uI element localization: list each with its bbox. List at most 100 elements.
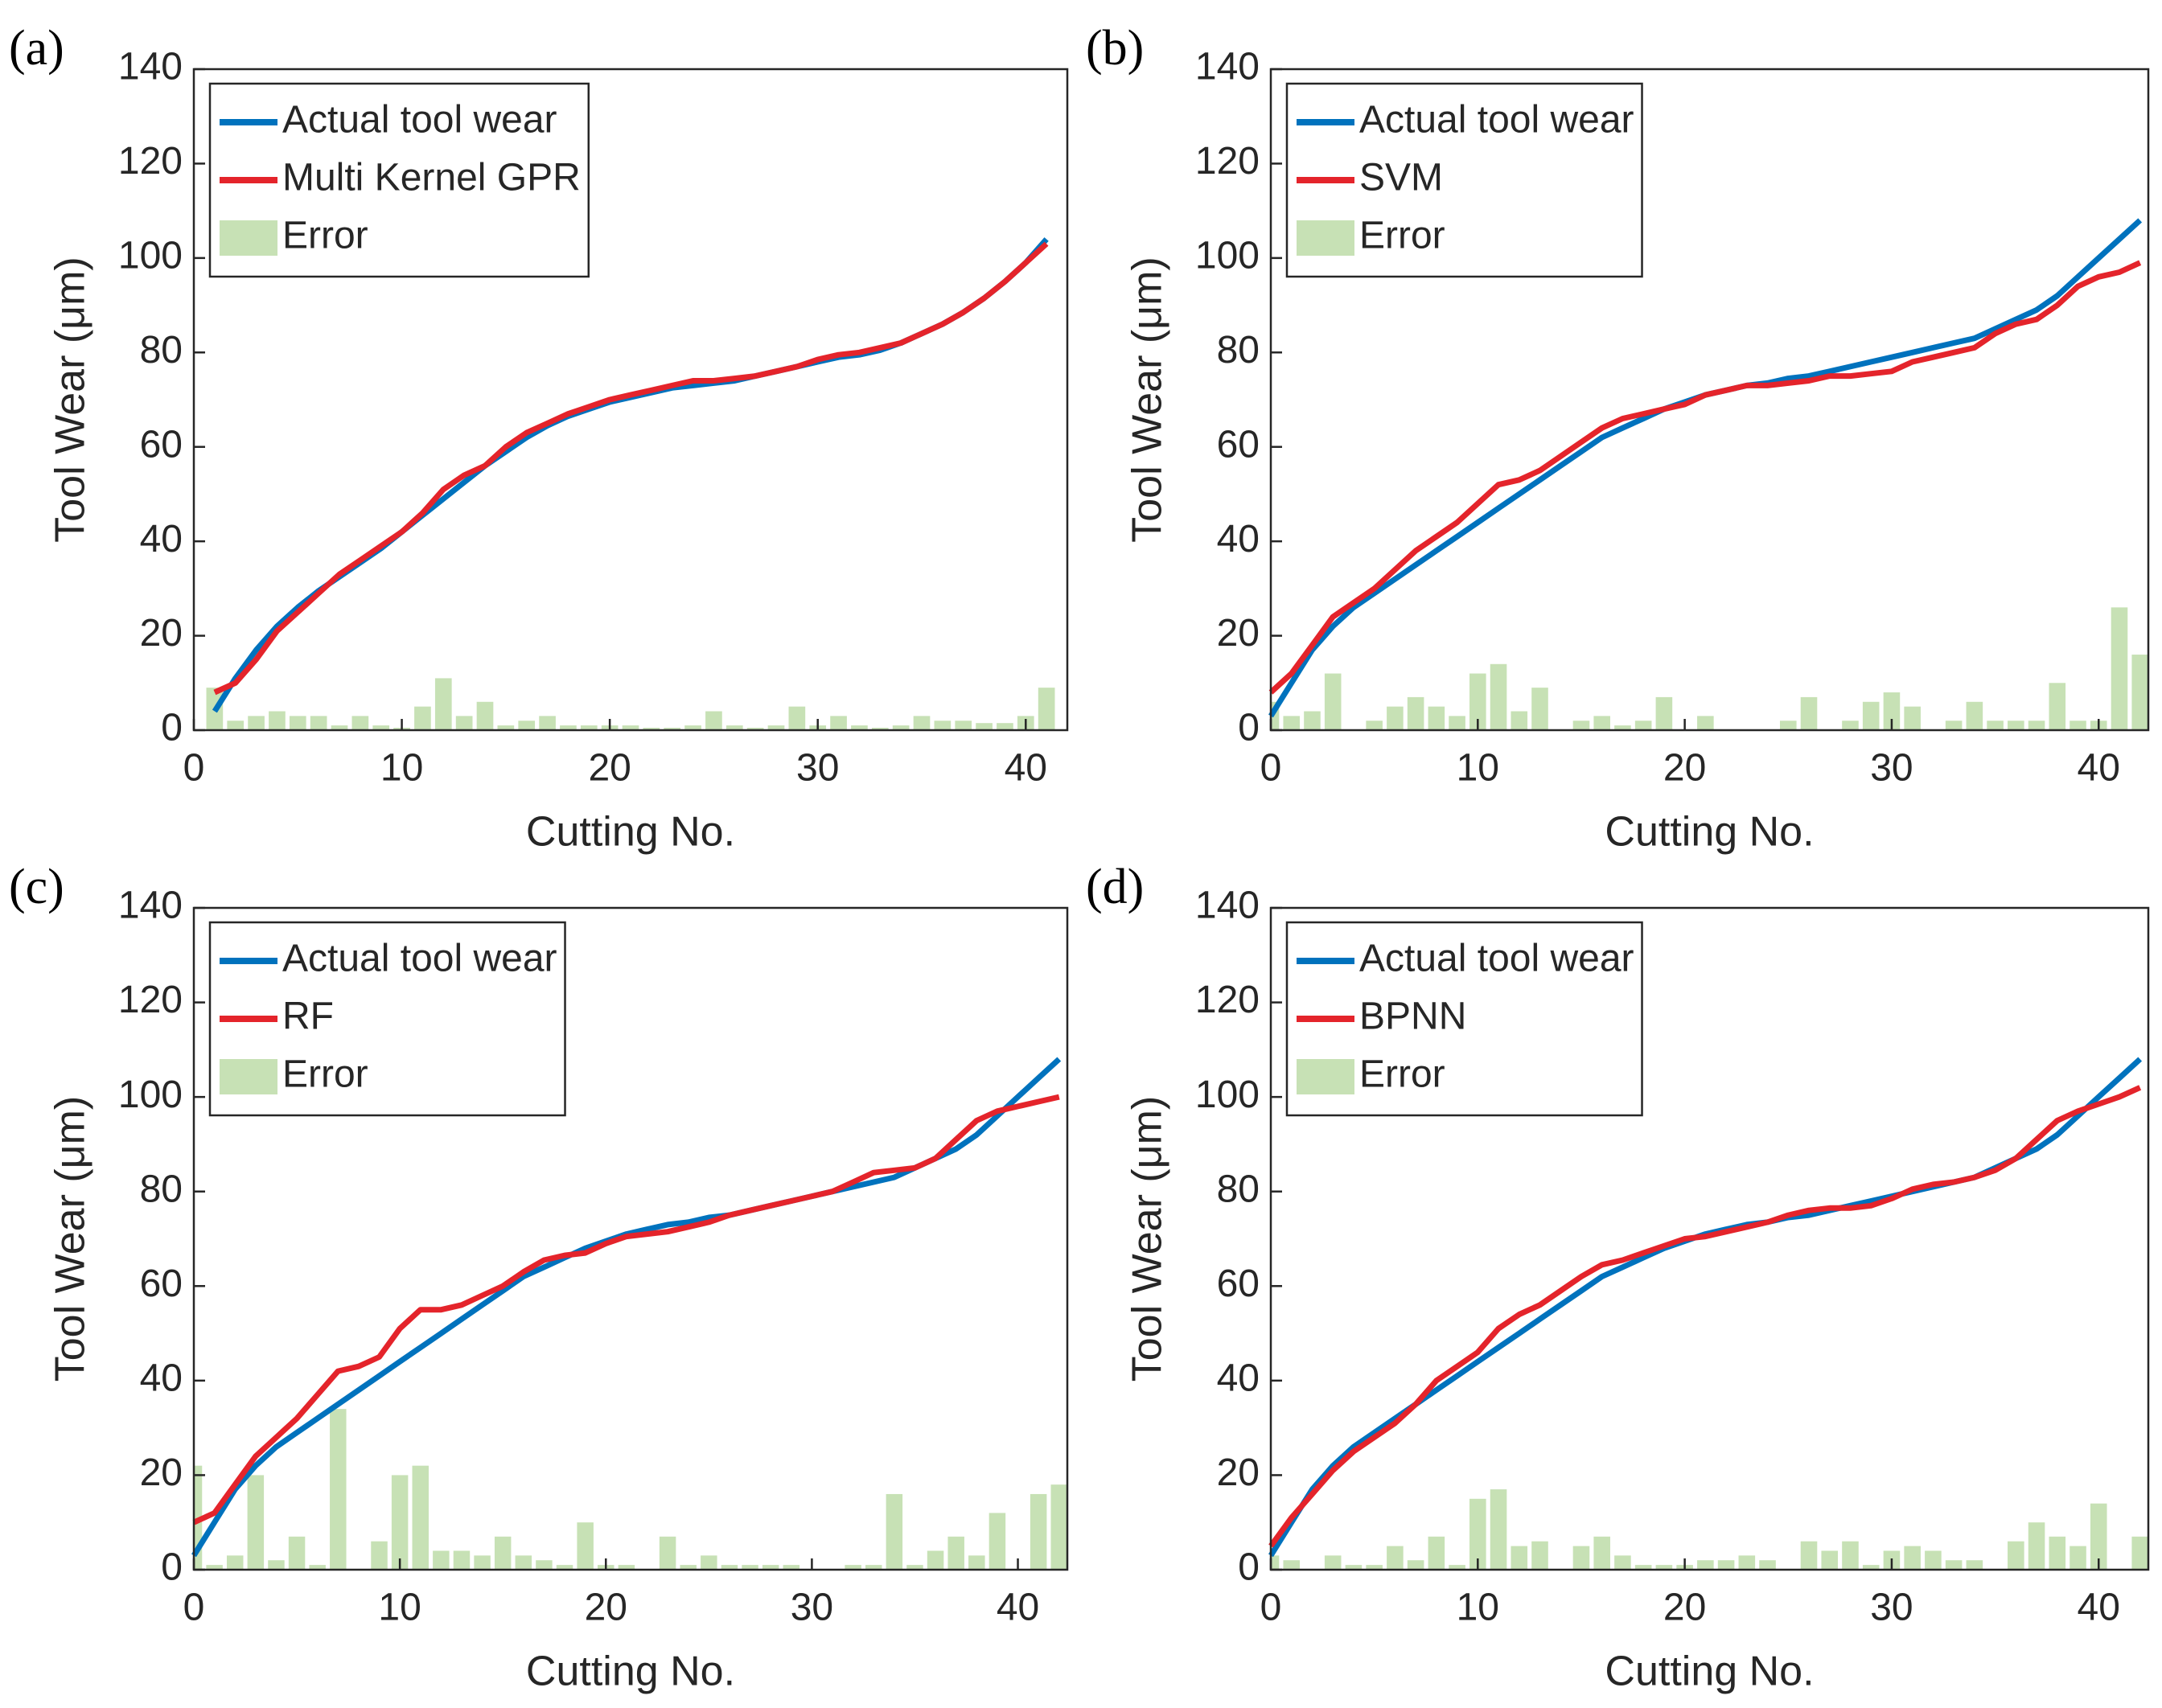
error-bar <box>1490 1489 1507 1570</box>
y-tick-label: 40 <box>140 1357 183 1400</box>
error-bar <box>580 725 598 730</box>
legend: Actual tool wear BPNN Error <box>1285 921 1643 1117</box>
error-bar <box>1531 688 1548 730</box>
error-bar <box>976 723 993 730</box>
panel-label: (b) <box>1086 21 1144 76</box>
error-bar <box>1738 1555 1756 1570</box>
y-tick-label: 120 <box>1195 979 1260 1021</box>
error-bar <box>1283 1560 1301 1570</box>
line <box>213 241 1049 696</box>
y-tick-label: 20 <box>1217 612 1260 655</box>
legend-swatch <box>1297 1059 1354 1094</box>
error-bar <box>1531 1541 1548 1570</box>
axes-box <box>1269 906 2150 1571</box>
y-tick-label: 0 <box>1238 707 1260 749</box>
y-tick-label: 100 <box>1195 1074 1260 1116</box>
error-bar <box>934 721 952 730</box>
error-bar <box>2131 655 2148 730</box>
error-bar <box>414 706 431 730</box>
error-bar <box>497 725 515 730</box>
subplot: 0 20 40 60 80 100 120 140 0 10 20 30 40 Cutting No. To… <box>1086 21 2150 856</box>
error-bar <box>1945 721 1963 730</box>
x-tick-label: 30 <box>791 1587 833 1629</box>
error-bar <box>518 721 536 730</box>
x-tick-label: 40 <box>1005 747 1047 790</box>
error-bar <box>331 725 348 730</box>
x-tick-label: 0 <box>1260 747 1282 790</box>
error-bar <box>762 1565 779 1570</box>
x-tick-label: 0 <box>183 1587 205 1629</box>
legend-label: Multi Kernel GPR <box>282 157 581 199</box>
y-tick-label: 140 <box>1195 46 1260 88</box>
y-tick-label: 120 <box>118 140 183 183</box>
error-bar <box>1030 1493 1047 1570</box>
error-bar <box>1428 706 1445 730</box>
x-tick-label: 40 <box>2078 747 2120 790</box>
error-bar <box>1904 706 1921 730</box>
error-bar <box>453 1550 471 1570</box>
error-bar <box>1572 1546 1590 1570</box>
error-bar <box>1759 1560 1776 1570</box>
x-tick-label: 30 <box>1870 1587 1913 1629</box>
error-bar <box>1428 1536 1445 1570</box>
y-tick-label: 60 <box>140 423 183 466</box>
error-bar <box>269 711 286 730</box>
error-bar <box>1925 1550 1942 1570</box>
error-bar <box>1842 1541 1859 1570</box>
subplot: 0 20 40 60 80 100 120 140 0 10 20 30 40 Cutting No. To… <box>9 860 1069 1695</box>
error-bar <box>788 706 806 730</box>
error-bar <box>1572 721 1590 730</box>
error-bar <box>767 725 785 730</box>
error-bar <box>1449 716 1465 730</box>
legend: Actual tool wear Multi Kernel GPR Error <box>208 82 590 278</box>
error-bar <box>927 1550 944 1570</box>
error-bar <box>371 1541 388 1570</box>
error-bar <box>1050 1484 1067 1570</box>
error-bar <box>989 1513 1006 1570</box>
error-bar <box>865 1565 882 1570</box>
error-bar <box>845 1565 861 1570</box>
legend-swatch <box>220 220 277 256</box>
error-bar <box>1387 1546 1404 1570</box>
panel-label: (c) <box>9 860 64 914</box>
error-bar <box>1862 1565 1880 1570</box>
error-bar <box>1821 1550 1839 1570</box>
y-axis-title: Tool Wear (μm) <box>47 1096 94 1382</box>
error-bar <box>1038 688 1055 730</box>
error-bar <box>1511 711 1528 730</box>
legend-label: SVM <box>1359 157 1443 199</box>
error-bar <box>1614 725 1631 730</box>
error-bar <box>1511 1546 1528 1570</box>
y-tick-label: 60 <box>140 1263 183 1305</box>
error-bar <box>725 725 743 730</box>
error-bar <box>830 716 847 730</box>
error-bar <box>1634 721 1652 730</box>
y-tick-label: 20 <box>140 1451 183 1494</box>
x-tick-label: 30 <box>1870 747 1913 790</box>
error-bar <box>622 725 639 730</box>
error-bar <box>372 725 390 730</box>
error-bar <box>997 723 1013 730</box>
error-bar <box>947 1536 964 1570</box>
error-bar <box>433 1550 450 1570</box>
legend-label: Error <box>282 1053 368 1096</box>
error-bar <box>1324 1555 1342 1570</box>
error-bar <box>659 1536 676 1570</box>
error-bar <box>515 1555 532 1570</box>
line <box>1268 260 2142 695</box>
error-bar <box>705 711 722 730</box>
y-tick-label: 60 <box>1217 1263 1260 1305</box>
x-tick-label: 40 <box>997 1587 1039 1629</box>
error-bar <box>351 716 369 730</box>
error-bar <box>309 1565 326 1570</box>
error-bar <box>310 716 327 730</box>
y-tick-label: 140 <box>1195 885 1260 927</box>
error-bar <box>892 725 910 730</box>
axes-box <box>1269 68 2150 732</box>
error-bar <box>955 721 972 730</box>
x-tick-label: 20 <box>1663 1587 1706 1629</box>
x-axis-title: Cutting No. <box>1605 1648 1814 1695</box>
legend: Actual tool wear SVM Error <box>1285 82 1643 278</box>
y-tick-label: 80 <box>1217 329 1260 372</box>
